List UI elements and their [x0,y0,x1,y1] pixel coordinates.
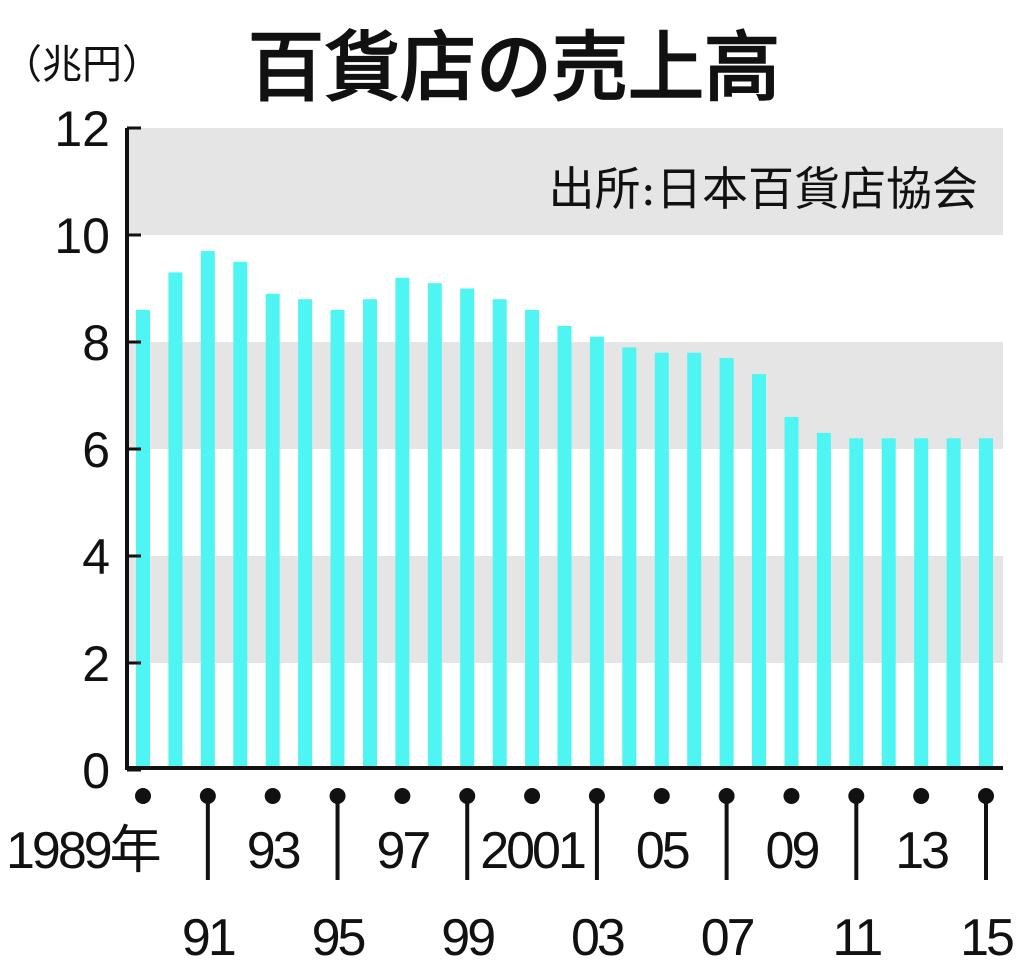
x-axis-markers [135,788,994,880]
grid-band-2 [127,128,1003,235]
x-tick-label: 15 [960,909,1013,967]
bar-2005 [654,352,669,768]
x-tick-dot [783,788,800,804]
x-tick-dot [394,788,411,804]
x-tick-dot [913,788,930,804]
bar-1990 [168,272,183,768]
x-tick-dot [264,788,281,804]
chart-title: 百貨店の売上高 [248,23,780,112]
bar-2011 [849,438,864,768]
x-tick-dot [199,788,216,804]
bar-2014 [946,438,961,768]
bar-1995 [330,309,345,768]
bar-2015 [979,438,993,768]
bar-1997 [395,277,410,768]
y-tick-label: 12 [54,101,110,157]
x-tick-dot [135,788,151,804]
bar-2009 [784,416,799,768]
y-tick-label: 8 [82,315,110,371]
x-tick-label: 99 [441,909,494,967]
y-tick-label: 2 [82,636,110,692]
bar-2007 [719,358,734,768]
bar-2010 [816,432,831,768]
bars [136,251,993,769]
x-tick-label: 95 [312,909,365,967]
bar-1989 [136,309,150,768]
bar-2008 [752,374,766,768]
bar-2004 [622,347,637,768]
x-tick-dot [524,788,541,804]
x-tick-dot [718,788,735,804]
x-tick-label: 13 [895,822,948,880]
x-tick-label: 07 [701,909,754,967]
x-tick-label: 93 [247,822,300,880]
bar-2003 [589,336,604,768]
bar-1992 [233,261,248,769]
x-tick-dot [848,788,865,804]
x-tick-label: 03 [571,909,624,967]
y-axis-ticks: 0 2 4 6 8 10 12 [54,101,141,799]
x-tick-dot [588,788,605,804]
x-tick-dot [978,788,994,804]
bar-2012 [881,438,896,768]
x-tick-label: 05 [636,822,689,880]
x-tick-dot [329,788,346,804]
bar-1998 [427,283,442,768]
bar-1993 [265,293,280,768]
x-tick-label: 1989年 [6,822,160,880]
x-tick-dot [459,788,476,804]
x-tick-dot [653,788,670,804]
x-tick-label: 11 [832,909,881,967]
y-tick-label: 4 [82,529,110,585]
bar-2013 [914,438,929,768]
bar-1991 [200,251,215,769]
bar-1996 [363,299,377,768]
x-tick-label: 91 [182,909,235,967]
y-tick-label: 0 [82,743,110,799]
bar-1994 [298,299,313,768]
bar-2002 [557,325,572,768]
bar-2006 [687,352,702,768]
source-note: 出所:日本百貨店協会 [549,162,979,216]
y-tick-label: 6 [82,422,110,478]
x-tick-label: 2001 [480,822,585,880]
x-tick-label: 09 [766,822,819,880]
unit-label: （兆円） [2,42,162,88]
bar-2001 [525,309,540,768]
bar-2000 [492,299,507,768]
x-tick-label: 97 [376,822,429,880]
y-tick-label: 10 [54,208,110,264]
bar-1999 [460,288,475,768]
